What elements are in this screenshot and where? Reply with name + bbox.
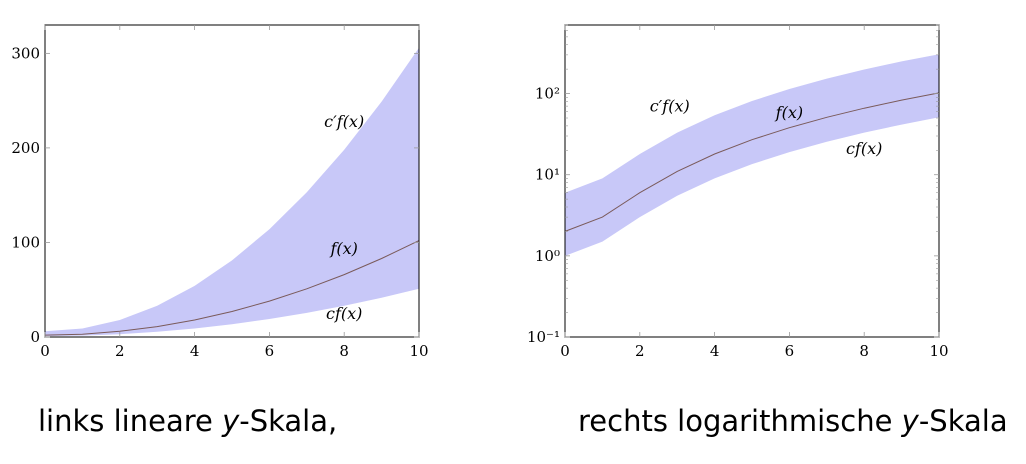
caption-right-before: rechts logarithmische: [578, 404, 902, 438]
band-area: [565, 54, 939, 256]
x-tick-label: 6: [785, 342, 795, 360]
annotation-label: c′f(x): [324, 112, 364, 131]
y-tick-label: 100: [11, 233, 40, 251]
x-tick-label: 4: [190, 342, 200, 360]
y-tick-label: 10¹: [535, 166, 560, 184]
caption-left-after: -Skala,: [239, 404, 338, 438]
caption-left-before: links lineare: [38, 404, 223, 438]
annotation-label: cf(x): [846, 139, 882, 158]
annotation-label: f(x): [329, 239, 357, 258]
x-tick-label: 0: [560, 342, 570, 360]
y-tick-label: 0: [30, 328, 40, 346]
chart-2: 0 2 4 6 8 10 10⁻¹ 10⁰ 10¹ 10² c′f(x) f(x) cf(x): [527, 24, 949, 360]
x-tick-label: 6: [265, 342, 275, 360]
caption-right-var: y: [901, 404, 919, 438]
x-tick-label: 8: [339, 342, 349, 360]
y-tick-label: 10⁻¹: [527, 328, 560, 346]
caption-right: rechts logarithmische y-Skala: [578, 404, 1008, 438]
caption-left-var: y: [222, 404, 240, 438]
x-tick-label: 10: [409, 342, 428, 360]
plot-frame: [564, 24, 940, 338]
annotation-label: f(x): [775, 103, 803, 122]
caption-right-after: -Skala: [918, 404, 1008, 438]
x-tick-label: 4: [710, 342, 720, 360]
series-line-f: [564, 92, 940, 232]
series-line-f: [44, 240, 420, 336]
x-tick-label: 0: [40, 342, 50, 360]
x-tick-label: 8: [859, 342, 869, 360]
y-tick-label: 200: [11, 139, 40, 157]
x-tick-label: 2: [115, 342, 125, 360]
band-area: [45, 47, 419, 337]
caption-left: links lineare y-Skala,: [38, 404, 337, 438]
plot-frame: [44, 24, 420, 338]
x-tick-label: 10: [929, 342, 948, 360]
x-tick-label: 2: [635, 342, 645, 360]
annotation-label: cf(x): [326, 304, 362, 323]
y-tick-label: 10²: [535, 85, 560, 103]
annotation-label: c′f(x): [650, 97, 690, 116]
y-tick-label: 10⁰: [535, 247, 560, 265]
y-tick-label: 300: [11, 44, 40, 62]
